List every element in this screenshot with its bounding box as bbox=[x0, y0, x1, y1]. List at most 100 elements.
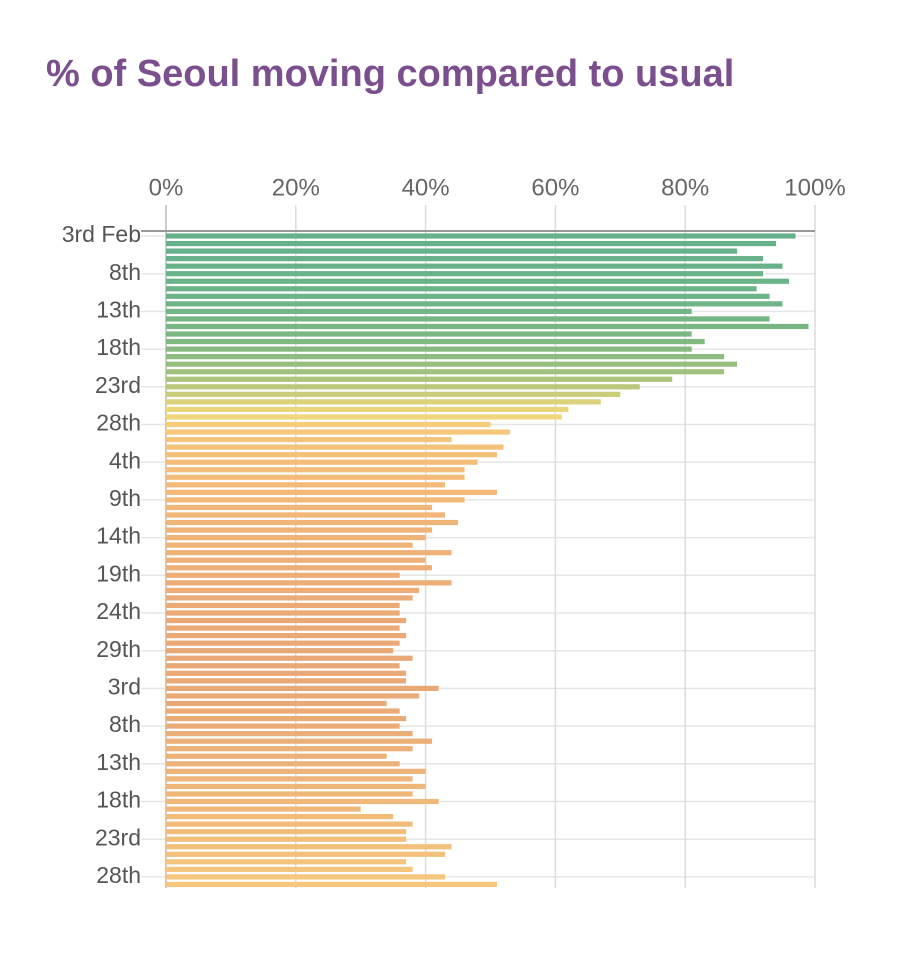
bar bbox=[166, 640, 400, 646]
bar bbox=[166, 715, 407, 722]
bar bbox=[166, 278, 790, 284]
bar bbox=[166, 678, 407, 684]
bar bbox=[166, 859, 407, 865]
bar bbox=[166, 708, 400, 714]
bar bbox=[166, 572, 400, 578]
bar bbox=[166, 595, 413, 601]
y-tick-label: 18th bbox=[96, 787, 141, 813]
bar bbox=[166, 240, 777, 247]
bar bbox=[166, 497, 465, 503]
bar bbox=[166, 346, 692, 352]
bar bbox=[166, 286, 757, 292]
bar bbox=[166, 836, 407, 842]
bar bbox=[166, 874, 446, 880]
bar bbox=[166, 602, 400, 609]
y-tick-label: 23rd bbox=[95, 372, 141, 398]
bar bbox=[166, 693, 420, 699]
bar bbox=[166, 761, 400, 767]
bar bbox=[166, 700, 387, 707]
bar bbox=[166, 436, 452, 443]
bar bbox=[166, 768, 426, 774]
bar bbox=[166, 587, 420, 593]
y-tick-label: 13th bbox=[96, 296, 141, 322]
y-tick-label: 8th bbox=[109, 259, 141, 285]
bar bbox=[166, 776, 413, 782]
bar bbox=[166, 271, 764, 277]
bar bbox=[166, 369, 725, 375]
bar bbox=[166, 542, 413, 548]
y-tick-label: 3rd bbox=[108, 673, 141, 699]
x-tick-label: 80% bbox=[661, 174, 709, 201]
bar bbox=[166, 399, 601, 405]
bar bbox=[166, 519, 459, 526]
x-tick-label: 60% bbox=[531, 174, 579, 201]
chart-title: % of Seoul moving compared to usual bbox=[46, 53, 734, 95]
bar bbox=[166, 512, 446, 518]
bar bbox=[166, 881, 497, 888]
bar bbox=[166, 663, 400, 669]
x-tick-label: 20% bbox=[272, 174, 320, 201]
bar bbox=[166, 301, 783, 307]
bar bbox=[166, 866, 413, 872]
bar bbox=[166, 354, 725, 360]
y-tick-label: 29th bbox=[96, 636, 141, 662]
bar bbox=[166, 670, 407, 676]
bar bbox=[166, 414, 562, 420]
bar bbox=[166, 248, 738, 254]
bar bbox=[166, 316, 770, 322]
y-tick-label: 3rd Feb bbox=[62, 221, 141, 247]
bar bbox=[166, 813, 394, 820]
y-tick-label: 28th bbox=[96, 862, 141, 888]
bar bbox=[166, 610, 400, 616]
y-tick-label: 9th bbox=[109, 485, 141, 511]
x-tick-label: 100% bbox=[784, 174, 845, 201]
x-tick-label: 40% bbox=[402, 174, 450, 201]
bar bbox=[166, 233, 796, 239]
y-tick-label: 4th bbox=[109, 447, 141, 473]
bar bbox=[166, 535, 426, 541]
bar bbox=[166, 323, 809, 330]
bar bbox=[166, 293, 770, 299]
x-tick-label: 0% bbox=[149, 174, 184, 201]
bar bbox=[166, 851, 446, 857]
bar bbox=[166, 263, 783, 269]
bar bbox=[166, 504, 433, 511]
bar bbox=[166, 806, 361, 812]
bar bbox=[166, 798, 439, 805]
bar bbox=[166, 633, 407, 639]
bar bbox=[166, 565, 433, 571]
bar bbox=[166, 482, 446, 488]
bar bbox=[166, 452, 497, 458]
bar bbox=[166, 821, 413, 827]
y-tick-label: 13th bbox=[96, 749, 141, 775]
bar bbox=[166, 474, 465, 480]
bar bbox=[166, 421, 491, 428]
bar bbox=[166, 746, 413, 752]
bar bbox=[166, 625, 400, 631]
bar bbox=[166, 444, 504, 450]
bar bbox=[166, 791, 413, 797]
bar bbox=[166, 467, 465, 473]
bar bbox=[166, 738, 433, 744]
bar bbox=[166, 406, 569, 413]
bar bbox=[166, 617, 407, 624]
y-tick-label: 8th bbox=[109, 711, 141, 737]
bar bbox=[166, 338, 705, 345]
bar bbox=[166, 429, 510, 435]
y-tick-label: 18th bbox=[96, 334, 141, 360]
bar bbox=[166, 723, 400, 729]
bar bbox=[166, 580, 452, 586]
bar bbox=[166, 331, 692, 337]
bar bbox=[166, 557, 426, 563]
bar bbox=[166, 829, 407, 835]
bar bbox=[166, 308, 692, 314]
bar bbox=[166, 550, 452, 556]
bar bbox=[166, 655, 413, 661]
bar bbox=[166, 783, 426, 790]
y-tick-label: 14th bbox=[96, 523, 141, 549]
bar bbox=[166, 361, 738, 367]
bar bbox=[166, 489, 497, 495]
bar bbox=[166, 459, 478, 465]
